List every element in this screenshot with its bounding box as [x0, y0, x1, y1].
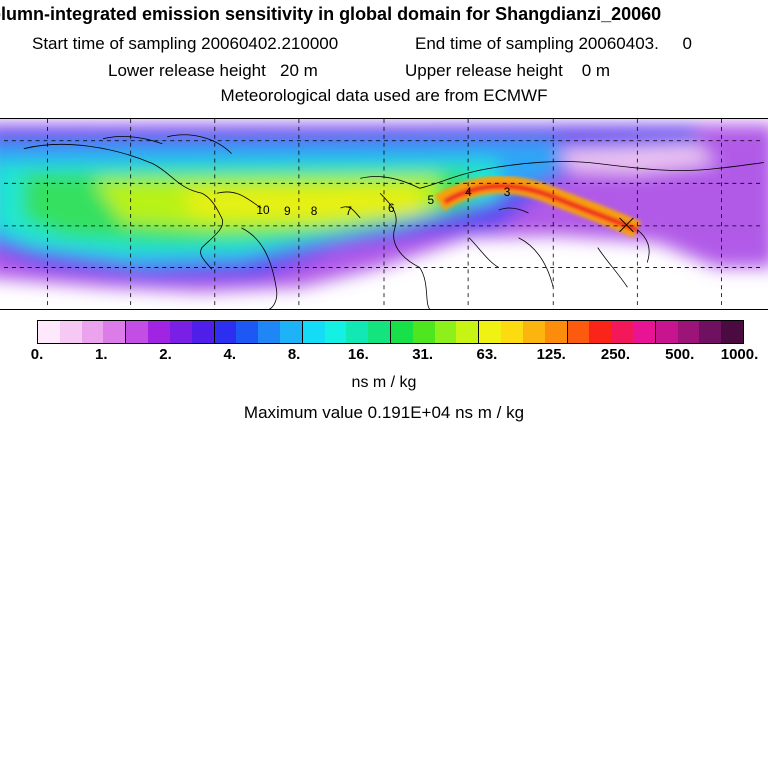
- trajectory-label: 7: [345, 204, 352, 218]
- color-scale-segment: [59, 321, 82, 343]
- plot-title: olumn-integrated emission sensitivity in…: [0, 4, 662, 24]
- meteorological-data-note: Meteorological data used are from ECMWF: [220, 86, 548, 105]
- color-scale-tick-label: 0.: [30, 346, 44, 363]
- color-scale-segment: [279, 321, 303, 343]
- receptor-marker: [619, 217, 634, 233]
- color-scale-segment: [302, 321, 325, 343]
- color-scale-segment: [103, 321, 127, 343]
- color-scale-tick-label: 63.: [476, 346, 498, 363]
- color-scale-segment: [38, 321, 60, 343]
- color-scale-segment: [434, 321, 457, 343]
- color-scale-segment: [169, 321, 192, 343]
- color-scale-segment: [479, 321, 502, 343]
- color-scale-tick-label: 2.: [159, 346, 172, 363]
- trajectory-label: 4: [465, 185, 472, 199]
- color-scale-segment: [126, 321, 149, 343]
- color-scale-segment: [214, 321, 237, 343]
- color-scale-segment: [632, 321, 656, 343]
- emission-sensitivity-map: 10 9 8 7 6 5 4 3: [0, 118, 768, 310]
- sampling-end-time: End time of sampling 20060403. 0: [415, 34, 692, 53]
- color-scale-segment: [324, 321, 347, 343]
- color-scale-bar: [37, 320, 744, 344]
- graticule: [4, 119, 764, 309]
- trajectory-day-labels: 10 9 8 7 6 5 4 3: [256, 185, 510, 218]
- color-scale-segment: [346, 321, 369, 343]
- trajectory-label: 6: [388, 201, 395, 215]
- lower-release-height: Lower release height 20 m: [108, 61, 318, 80]
- coastlines: [23, 134, 765, 309]
- color-scale-segment: [368, 321, 391, 343]
- trajectory-label: 10: [256, 203, 270, 217]
- color-scale-segment: [456, 321, 480, 343]
- color-scale-segment: [412, 321, 435, 343]
- trajectory-plume: [434, 175, 642, 238]
- maximum-value: Maximum value 0.191E+04 ns m / kg: [243, 403, 525, 422]
- color-scale-tick-label: 1.: [95, 346, 108, 363]
- color-scale-unit: ns m / kg: [351, 374, 417, 391]
- color-scale-tick-label: 250.: [600, 346, 631, 363]
- color-scale-segment: [191, 321, 215, 343]
- color-scale-segment: [655, 321, 678, 343]
- color-scale-tick-label: 500.: [665, 346, 695, 363]
- color-scale-segment: [148, 321, 170, 343]
- trajectory-label: 8: [311, 204, 318, 218]
- color-scale-tick-label: 8.: [287, 346, 301, 363]
- color-scale-tick-label: 31.: [412, 346, 434, 363]
- color-scale-segment: [611, 321, 633, 343]
- color-scale-tick-label: 125.: [536, 346, 566, 363]
- color-scale-segment: [81, 321, 104, 343]
- color-scale-segment: [677, 321, 700, 343]
- color-scale-segment: [258, 321, 280, 343]
- color-scale-segment: [236, 321, 259, 343]
- color-scale-segment: [721, 321, 743, 343]
- color-scale-segment: [567, 321, 590, 343]
- color-scale-tick-label: 1000.: [720, 346, 759, 363]
- trajectory-label: 3: [504, 185, 511, 199]
- upper-release-height: Upper release height 0 m: [405, 61, 611, 80]
- color-scale-segment: [501, 321, 523, 343]
- trajectory-label: 9: [284, 204, 291, 218]
- color-scale-tick-label: 4.: [223, 346, 237, 363]
- sampling-start-time: Start time of sampling 20060402.210000: [32, 34, 339, 53]
- color-scale-segment: [544, 321, 568, 343]
- color-scale-segment: [699, 321, 722, 343]
- trajectory-label: 5: [428, 193, 435, 207]
- color-scale-segment: [391, 321, 413, 343]
- color-scale-segment: [522, 321, 545, 343]
- color-scale-tick-label: 16.: [347, 346, 369, 363]
- color-scale-segment: [589, 321, 612, 343]
